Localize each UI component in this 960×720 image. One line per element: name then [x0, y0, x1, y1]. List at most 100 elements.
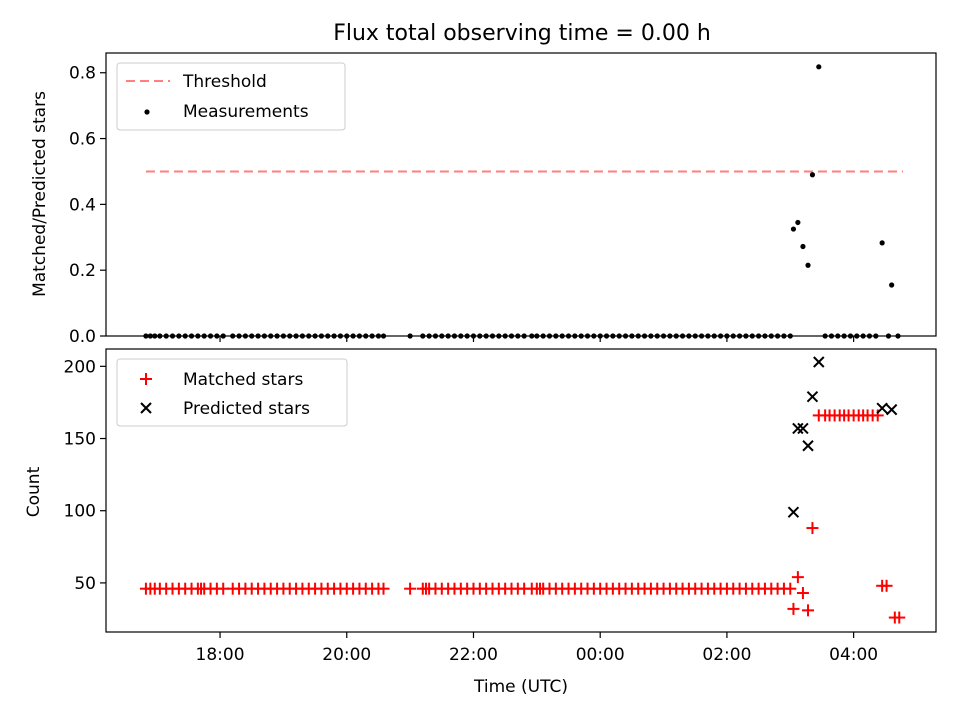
measurement-point [445, 333, 451, 339]
measurement-point [477, 333, 483, 339]
measurement-point [337, 333, 344, 339]
legend-predicted-label: Predicted stars [183, 399, 310, 419]
measurement-point [795, 219, 801, 226]
measurement-point [847, 333, 854, 339]
measurement-point [724, 333, 730, 339]
measurement-point [597, 333, 603, 339]
bottom-x-tick-label: 18:00 [196, 645, 245, 665]
measurement-point [236, 333, 242, 339]
measurement-point [717, 333, 724, 339]
measurement-point [787, 333, 793, 339]
measurement-point [828, 333, 835, 339]
measurement-point [515, 333, 521, 339]
bottom-y-tick-label: 50 [74, 574, 96, 594]
measurement-point [635, 333, 641, 339]
predicted-stars-points [787, 356, 898, 518]
measurement-point [369, 333, 375, 339]
matched-star-point [880, 579, 893, 592]
measurement-point [885, 333, 892, 339]
measurement-point [169, 333, 176, 339]
measurement-point [591, 333, 597, 339]
measurement-point [730, 333, 736, 339]
predicted-star-point [813, 356, 825, 368]
measurement-point [698, 333, 705, 339]
bottom-y-tick-label: 200 [64, 357, 96, 377]
top-panel: 0.00.20.40.60.8 Matched/Predicted stars … [30, 52, 937, 347]
measurement-point [835, 333, 841, 339]
legend-matched-label: Matched stars [183, 370, 303, 390]
matched-star-point [796, 587, 809, 600]
measurement-point [553, 333, 559, 339]
measurement-point [152, 333, 158, 339]
measurement-point [188, 333, 195, 339]
measurement-point [889, 282, 895, 288]
measurement-point [207, 333, 214, 339]
measurement-point [578, 333, 584, 339]
measurement-point [768, 333, 774, 339]
top-y-tick-label: 0.8 [69, 64, 96, 84]
predicted-star-point [787, 506, 800, 518]
matched-star-point [806, 522, 819, 535]
measurement-point [157, 333, 163, 339]
matched-star-point [377, 582, 390, 595]
measurement-point [143, 333, 149, 339]
measurement-point [565, 333, 572, 339]
measurement-point [496, 333, 502, 339]
matched-star-point [787, 602, 800, 615]
measurement-point [147, 333, 153, 339]
chart-title: Flux total observing time = 0.00 h [333, 21, 711, 46]
measurement-point [255, 333, 261, 339]
measurement-point [603, 333, 610, 339]
measurement-point [458, 333, 464, 339]
measurement-point [470, 333, 477, 339]
measurement-point [312, 333, 318, 339]
predicted-star-point [792, 422, 804, 435]
measurement-points [143, 64, 901, 339]
bottom-x-axis-label: Time (UTC) [473, 677, 568, 697]
measurement-point [529, 333, 535, 339]
measurement-point [540, 333, 546, 339]
measurement-point [816, 64, 822, 70]
bottom-x-tick-label: 20:00 [322, 645, 371, 665]
measurement-point [242, 333, 248, 339]
measurement-point [686, 333, 692, 339]
measurement-point [736, 333, 743, 339]
matched-star-point [784, 582, 797, 595]
measurement-point [249, 333, 255, 339]
measurement-point [502, 333, 508, 339]
bottom-legend-box [116, 358, 348, 427]
measurement-point [762, 333, 768, 339]
top-y-tick-label: 0.2 [69, 261, 96, 281]
measurement-point [800, 243, 806, 250]
measurement-point [195, 333, 201, 339]
measurement-point [755, 333, 762, 339]
measurement-point [163, 333, 169, 339]
measurement-point [781, 333, 787, 339]
measurement-point [648, 333, 654, 339]
measurement-point [705, 333, 711, 339]
measurement-point [331, 333, 337, 339]
measurement-point [667, 333, 673, 339]
measurement-point [641, 333, 648, 339]
predicted-star-point [797, 422, 809, 435]
measurement-point [790, 226, 797, 232]
measurement-point [299, 333, 306, 339]
measurement-point [356, 333, 363, 339]
legend-measurements-label: Measurements [183, 102, 309, 122]
top-legend: Threshold Measurements [116, 62, 346, 131]
measurement-point [268, 333, 274, 339]
bottom-x-tick-label: 02:00 [702, 645, 751, 665]
measurement-point [287, 333, 293, 339]
bottom-x-tick-label: 22:00 [449, 645, 498, 665]
top-legend-box [116, 62, 346, 131]
measurement-point [622, 333, 629, 339]
predicted-star-point [806, 390, 819, 403]
measurement-point [711, 333, 717, 339]
bottom-y-tick-label: 100 [64, 502, 96, 522]
top-y-tick-label: 0.6 [69, 130, 96, 150]
measurement-point [439, 333, 445, 339]
measurement-point [879, 240, 885, 246]
measurement-point [293, 333, 299, 339]
measurement-point [261, 333, 267, 339]
measurement-point [306, 333, 312, 339]
